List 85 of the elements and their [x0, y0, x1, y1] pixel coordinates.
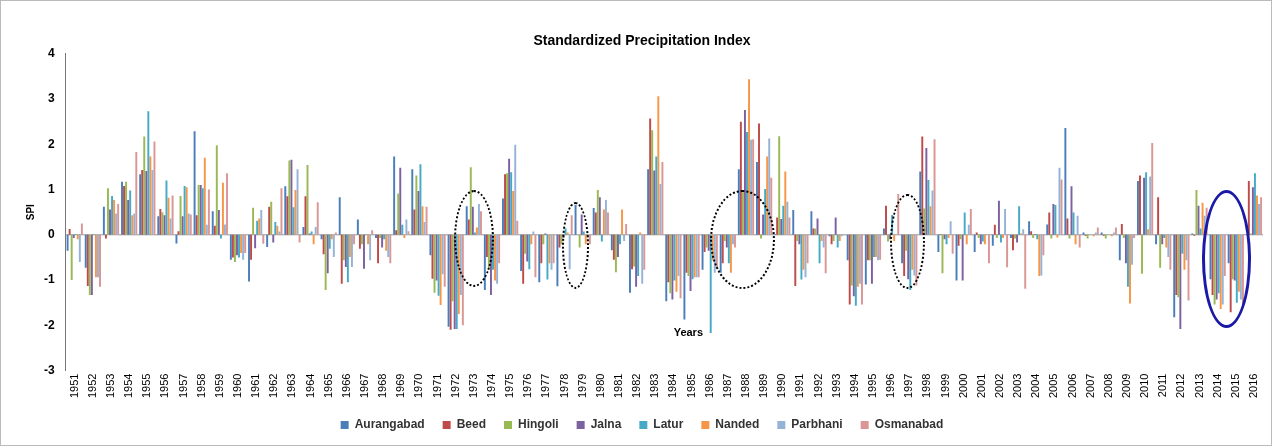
x-tick-label: 1978	[557, 373, 570, 399]
y-tick-label: -3	[44, 362, 55, 377]
x-tick-label: 1986	[702, 373, 715, 399]
x-tick-label: 1956	[158, 373, 171, 399]
y-tick-label: 2	[47, 136, 55, 151]
chart-title: Standardized Precipitation Index	[533, 32, 751, 49]
x-tick-label: 2009	[1119, 373, 1132, 399]
x-tick-label: 2011	[1156, 373, 1169, 398]
x-tick-label: 1951	[67, 373, 80, 399]
x-tick-label: 1985	[684, 373, 697, 399]
x-tick-label: 1969	[394, 373, 407, 399]
x-tick-label: 1979	[575, 373, 588, 399]
x-tick-label: 1996	[884, 373, 897, 399]
x-tick-label: 1957	[176, 373, 189, 399]
x-tick-label: 1962	[267, 373, 280, 399]
x-tick-label: 1955	[140, 373, 153, 399]
x-tick-label: 2001	[974, 373, 987, 399]
x-tick-label: 1982	[630, 373, 643, 399]
y-axis-title: SPI	[24, 203, 36, 221]
x-tick-label: 1998	[920, 373, 933, 399]
x-tick-label: 1995	[865, 373, 878, 399]
x-tick-label: 1983	[648, 373, 661, 399]
x-tick-label: 1973	[466, 373, 479, 399]
x-tick-label: 1967	[358, 373, 371, 399]
y-tick-label: 3	[47, 91, 55, 106]
x-tick-label: 1990	[775, 373, 788, 399]
x-tick-label: 2004	[1029, 373, 1042, 399]
x-tick-label: 2002	[992, 373, 1005, 399]
x-tick-label: 2007	[1083, 373, 1096, 399]
x-tick-label: 1976	[521, 373, 534, 399]
x-tick-label: 2014	[1210, 373, 1223, 399]
x-tick-label: 1989	[757, 373, 770, 399]
y-tick-label: 4	[47, 46, 55, 61]
legend-label: Nanded	[715, 417, 760, 432]
x-tick-label: 2010	[1138, 373, 1151, 399]
legend-label: Jalna	[590, 417, 622, 432]
x-tick-label: 1974	[485, 373, 498, 399]
legend-label: Beed	[456, 417, 486, 432]
x-tick-label: 1997	[902, 373, 915, 399]
y-tick-label: -2	[44, 317, 55, 332]
x-tick-label: 1981	[612, 373, 625, 399]
legend-label: Aurangabad	[354, 417, 425, 432]
x-tick-label: 1968	[376, 373, 389, 399]
x-tick-label: 2003	[1011, 373, 1024, 399]
x-tick-label: 1984	[666, 373, 679, 399]
x-tick-label: 2012	[1174, 373, 1187, 399]
x-tick-label: 1965	[321, 373, 334, 399]
x-tick-label: 1966	[339, 373, 352, 399]
x-tick-label: 2006	[1065, 373, 1078, 399]
x-tick-label: 1999	[938, 373, 951, 399]
legend-label: Parbhani	[791, 417, 843, 432]
x-axis-title: Years	[673, 325, 704, 338]
x-tick-label: 1987	[720, 373, 733, 399]
x-tick-label: 1958	[194, 373, 207, 399]
x-tick-label: 1970	[412, 373, 425, 399]
x-tick-label: 1994	[847, 373, 860, 399]
x-tick-label: 1953	[104, 373, 117, 399]
x-tick-label: 1960	[231, 373, 244, 399]
x-tick-label: 1993	[829, 373, 842, 399]
y-tick-label: -1	[44, 272, 55, 287]
x-tick-label: 1954	[122, 373, 135, 399]
x-tick-label: 1991	[793, 373, 806, 399]
y-tick-label: 1	[47, 181, 55, 196]
x-tick-label: 1961	[249, 373, 262, 399]
x-tick-label: 2008	[1101, 373, 1114, 399]
x-tick-label: 2000	[956, 373, 969, 399]
x-tick-label: 1980	[593, 373, 606, 399]
x-tick-label: 1977	[539, 373, 552, 399]
x-tick-label: 2005	[1047, 373, 1060, 399]
x-tick-label: 1964	[303, 373, 316, 399]
legend-label: Osmanabad	[874, 417, 944, 432]
x-tick-label: 1952	[85, 373, 98, 399]
x-tick-label: 1971	[430, 373, 443, 399]
x-tick-label: 2015	[1228, 373, 1241, 399]
y-tick-label: 0	[47, 227, 55, 242]
x-tick-label: 1988	[739, 373, 751, 399]
legend-label: Hingoli	[517, 417, 559, 432]
x-tick-label: 1963	[285, 373, 298, 399]
x-tick-label: 1972	[448, 373, 461, 399]
x-tick-label: 2013	[1192, 373, 1205, 399]
x-tick-label: 2016	[1246, 373, 1259, 399]
x-tick-label: 1992	[811, 373, 824, 399]
legend-label: Latur	[653, 417, 684, 432]
x-tick-label: 1959	[212, 373, 225, 399]
x-tick-label: 1975	[503, 373, 516, 399]
